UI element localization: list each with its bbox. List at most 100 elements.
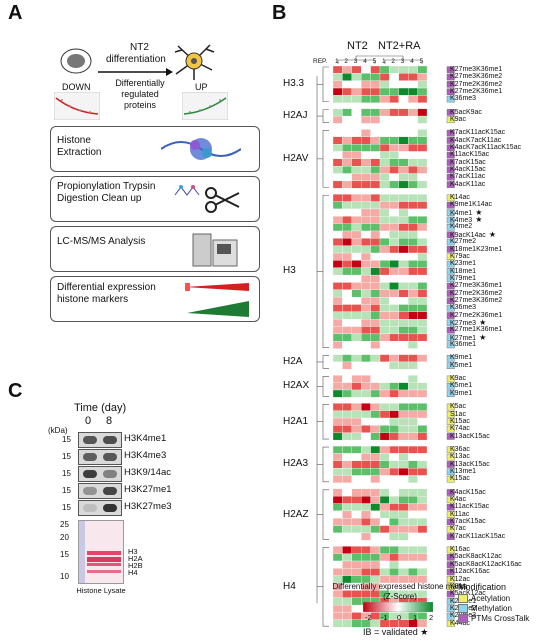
heatmap-cell: [370, 568, 381, 576]
modification-marker: [446, 334, 455, 341]
heatmap-cell: [417, 158, 428, 167]
heatmap-cell: [361, 158, 371, 167]
heatmap-cell: [361, 151, 371, 159]
heatmap-cell: [342, 375, 352, 383]
group-label: H3: [283, 265, 296, 277]
heatmap-cell: [370, 296, 381, 305]
ptm-label: K27me3K36me2: [450, 73, 503, 81]
heatmap-cell: [332, 568, 343, 576]
heatmap-cell: [361, 115, 371, 124]
legend-swatch: [458, 604, 468, 614]
heatmap-cell: [342, 166, 352, 174]
heatmap-cell: [408, 326, 418, 335]
heatmap-cell: [361, 488, 371, 497]
heatmap-cell: [408, 475, 418, 483]
dendrogram-branch: [322, 376, 329, 397]
heatmap-cell: [342, 274, 352, 283]
heatmap-cell: [379, 354, 390, 363]
heatmap-cell: [361, 503, 371, 512]
heatmap-cell: [342, 460, 352, 469]
heatmap-cell: [342, 417, 352, 426]
ptm-label: K18me1: [450, 267, 477, 275]
heatmap-cell: [379, 488, 390, 497]
blot-row: 15 H3K27me1: [60, 483, 260, 503]
heatmap-cell: [370, 488, 381, 497]
heatmap-cell: [342, 311, 352, 320]
heatmap-cell: [398, 223, 409, 232]
blot-kda: 15: [62, 435, 71, 444]
heatmap-cell: [417, 216, 428, 224]
heatmap-cell: [379, 496, 390, 504]
heatmap-cell: [370, 73, 381, 81]
heatmap-cell: [342, 403, 352, 411]
heatmap-cell: [370, 238, 381, 246]
heatmap-cell: [417, 546, 428, 554]
heatmap-cell: [408, 488, 418, 497]
band-h2a: H2A: [128, 554, 143, 563]
modification-marker: [446, 151, 455, 159]
heatmap-cell: [398, 95, 409, 103]
heatmap-cell: [398, 129, 409, 137]
heatmap-cell: [408, 267, 418, 276]
heatmap-cell: [398, 417, 409, 426]
legend-swatch: [458, 594, 468, 604]
legend-item: Methylation: [458, 604, 512, 614]
heatmap-cell: [332, 180, 343, 189]
heatmap-cell: [332, 311, 343, 320]
dendrogram-branch: [322, 404, 329, 440]
heatmap-cell: [332, 361, 343, 370]
heatmap-cell: [370, 553, 381, 562]
heatmap-cell: [408, 158, 418, 167]
peptide-icon: [174, 185, 200, 196]
heatmap-cell: [398, 144, 409, 152]
heatmap-cell: [417, 326, 428, 335]
heatmap-cell: [398, 115, 409, 124]
heatmap-cell: [417, 260, 428, 268]
heatmap-cell: [332, 532, 343, 541]
heatmap-cell: [389, 65, 399, 74]
heatmap-cell: [389, 518, 399, 526]
heatmap-cell: [342, 80, 352, 89]
heatmap-cell: [351, 403, 362, 411]
heatmap-cell: [417, 252, 428, 261]
heatmap-cell: [408, 445, 418, 454]
heatmap-cell: [370, 282, 381, 290]
heatmap-cell: [342, 252, 352, 261]
scissors-icon: [205, 187, 240, 213]
heatmap-cell: [342, 341, 352, 349]
heatmap-cell: [361, 326, 371, 335]
heatmap-cell: [342, 475, 352, 483]
heatmap-cell: [361, 375, 371, 383]
heatmap-cell: [389, 115, 399, 124]
modification-marker: [446, 231, 455, 238]
validated-note: IB = validated ★: [363, 627, 429, 637]
heatmap-cell: [361, 108, 371, 117]
heatmap-cell: [389, 274, 399, 283]
heatmap-cell: [361, 238, 371, 246]
heatmap-cell: [332, 488, 343, 497]
heatmap-cell: [351, 389, 362, 398]
modification-marker: [446, 526, 455, 533]
heatmap-cell: [351, 108, 362, 117]
heatmap-cell: [398, 194, 409, 202]
heatmap-cell: [398, 467, 409, 476]
heatmap-cell: [332, 333, 343, 342]
modification-marker: [446, 496, 455, 504]
ptm-label: K36me1: [450, 341, 477, 349]
heatmap-cell: [351, 194, 362, 202]
ptm-label: K7ac: [450, 525, 466, 533]
heatmap-cell: [408, 230, 418, 239]
heatmap-cell: [417, 208, 428, 217]
heatmap-cell: [408, 95, 418, 103]
heatmap-cell: [370, 382, 381, 391]
legend-swatch: [458, 614, 468, 624]
heatmap-cell: [370, 230, 381, 239]
modification-marker: [446, 73, 455, 81]
ptm-label: K13ac: [450, 453, 470, 461]
heatmap-cell: [408, 503, 418, 512]
heatmap-cell: [370, 173, 381, 182]
heatmap-cell: [332, 382, 343, 391]
heatmap-cell: [332, 553, 343, 562]
heatmap-cell: [379, 503, 390, 512]
heatmap-cell: [351, 361, 362, 370]
